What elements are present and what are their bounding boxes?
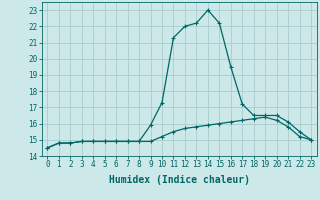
X-axis label: Humidex (Indice chaleur): Humidex (Indice chaleur) — [109, 175, 250, 185]
